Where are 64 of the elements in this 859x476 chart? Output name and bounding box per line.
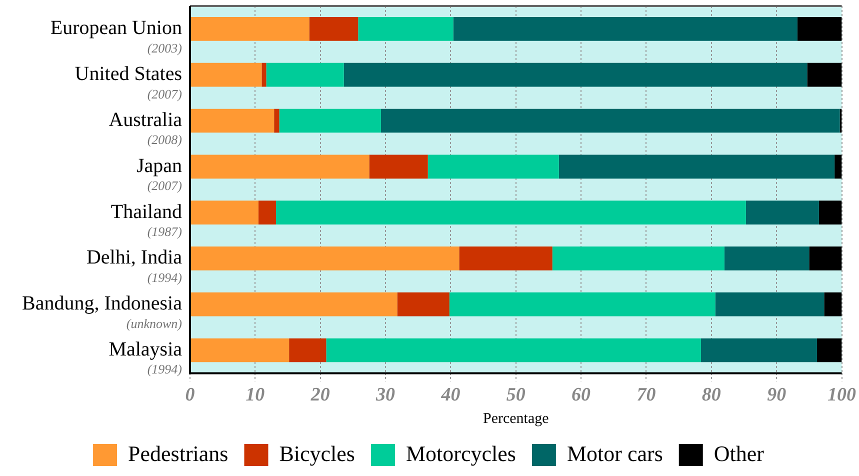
- x-tick-label: 100: [828, 384, 856, 406]
- x-tick-label: 20: [310, 384, 330, 406]
- x-tick-label: 40: [440, 384, 461, 406]
- x-tick-label: 50: [506, 384, 526, 406]
- y-tick-label: Thailand (1987): [110, 200, 182, 239]
- bar: [797, 17, 842, 41]
- y-tick-label: Australia (2008): [108, 109, 182, 148]
- legend-label: Other: [714, 440, 765, 466]
- bar: [190, 17, 310, 41]
- legend-label: Pedestrians: [128, 440, 228, 466]
- bar: [449, 292, 716, 316]
- bar: [700, 338, 817, 362]
- bar: [807, 62, 842, 87]
- x-tick-label: 60: [572, 384, 592, 406]
- bar: [369, 154, 428, 179]
- bar: [190, 338, 290, 362]
- bar: [309, 17, 358, 41]
- bar: [279, 108, 381, 133]
- bar: [358, 17, 454, 41]
- bar: [266, 62, 344, 87]
- bar: [552, 246, 724, 270]
- bar: [834, 154, 842, 179]
- bar: [816, 338, 842, 362]
- legend-label: Motorcycles: [406, 440, 516, 466]
- x-tick-label: 80: [702, 384, 722, 406]
- bar: [258, 200, 276, 224]
- bar: [824, 292, 842, 316]
- x-tick-label: 30: [375, 384, 396, 406]
- y-tick-label: Bandung, Indonesia (unknown): [22, 292, 182, 331]
- bar: [724, 246, 810, 270]
- bar: [453, 17, 798, 41]
- bar: [289, 338, 326, 362]
- y-tick-label: Malaysia (1994): [108, 338, 182, 377]
- bar: [190, 108, 274, 133]
- bar: [558, 154, 835, 179]
- bar: [190, 200, 258, 224]
- x-axis-title: Percentage: [482, 410, 550, 427]
- y-tick-label: Japan (2007): [136, 154, 182, 194]
- bar: [190, 62, 262, 87]
- y-tick-label: Delhi, India (1994): [86, 246, 182, 285]
- x-tick-label: 70: [636, 384, 656, 406]
- bar: [190, 246, 460, 270]
- x-tick-label: 10: [246, 384, 266, 406]
- bar: [397, 292, 450, 316]
- y-tick-label: European Union (2003): [50, 17, 182, 56]
- y-tick-label: United States (2007): [74, 63, 182, 102]
- bar: [190, 292, 398, 316]
- bar: [428, 154, 559, 179]
- bar: [190, 154, 370, 179]
- bar: [344, 62, 808, 87]
- bar: [380, 108, 840, 133]
- bar: [715, 292, 824, 316]
- legend-label: Bicycles: [279, 440, 355, 466]
- x-tick-label: 0: [185, 384, 196, 406]
- bar: [459, 246, 552, 270]
- bar: [274, 108, 280, 133]
- bar: [809, 246, 842, 270]
- bar: [326, 338, 701, 362]
- bar: [276, 200, 746, 224]
- legend-label: Motor cars: [566, 440, 663, 466]
- bar: [262, 62, 266, 87]
- x-tick-label: 90: [767, 384, 787, 406]
- bar: [818, 200, 842, 224]
- bar: [746, 200, 819, 224]
